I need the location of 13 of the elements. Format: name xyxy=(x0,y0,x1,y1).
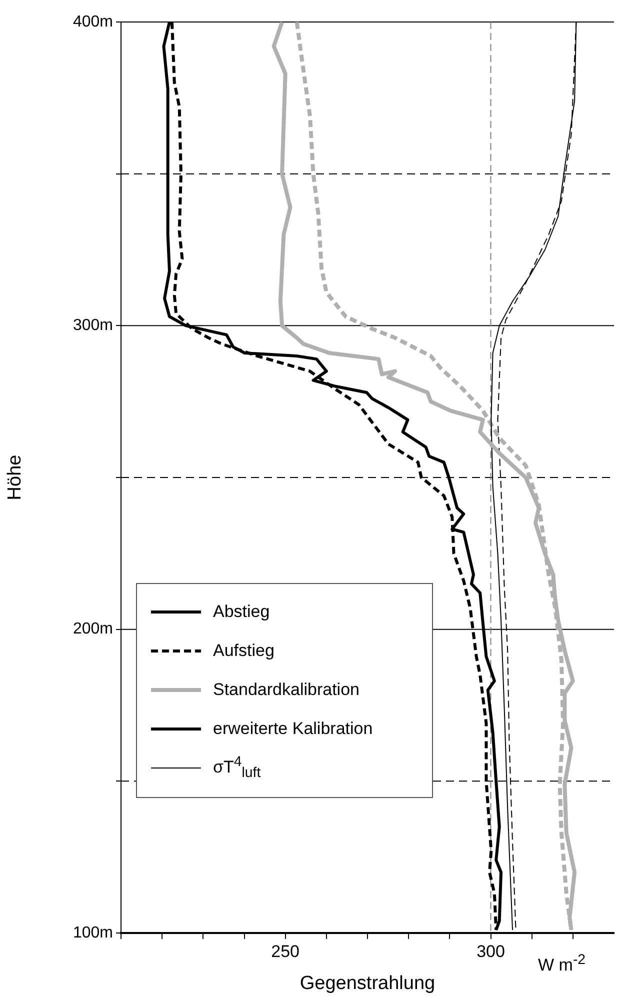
y-tick-label: 400m xyxy=(72,13,113,30)
legend-label: Abstieg xyxy=(213,602,270,622)
y-tick-label: 300m xyxy=(72,317,113,334)
legend-label: Aufstieg xyxy=(213,640,274,660)
legend-label: Standardkalibration xyxy=(213,680,360,700)
x-axis-title: Gegenstrahlung xyxy=(300,972,436,994)
x-tick-label: 250 xyxy=(271,942,300,961)
x-tick-label: 300 xyxy=(476,942,505,961)
y-tick-label: 200m xyxy=(72,620,113,638)
annotation: erweiterte Kalibration xyxy=(213,718,373,738)
y-tick-label: 100m xyxy=(72,924,113,942)
text: W m$^{-2}$ xyxy=(538,952,586,976)
y-axis-title: Höhe xyxy=(4,454,26,500)
